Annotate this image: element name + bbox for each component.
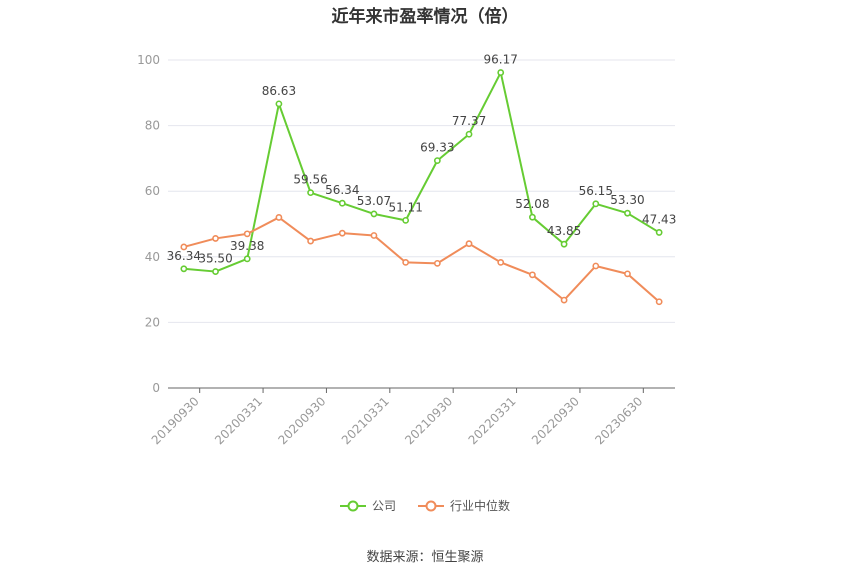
data-label-company: 35.50 <box>198 252 232 266</box>
y-tick-label: 60 <box>145 184 160 198</box>
data-label-company: 56.34 <box>325 183 359 197</box>
data-point-industry <box>338 229 346 237</box>
series-line-company <box>183 71 660 273</box>
x-tick-label: 20220331 <box>466 394 519 447</box>
data-source: 数据来源：恒生聚源 <box>366 550 484 565</box>
chart-title: 近年来市盈率情况（倍） <box>331 7 519 27</box>
data-label-company: 96.17 <box>484 53 518 67</box>
data-label-company: 53.07 <box>357 194 391 208</box>
data-point-company <box>560 240 568 248</box>
data-point-company <box>624 209 631 217</box>
data-point-company <box>402 216 410 224</box>
data-label-company: 47.43 <box>642 212 676 226</box>
data-point-industry <box>465 240 473 248</box>
data-point-company <box>465 130 473 138</box>
x-tick-label: 20200930 <box>275 394 328 447</box>
data-point-company <box>433 157 441 164</box>
data-point-industry <box>212 235 219 242</box>
data-point-industry <box>402 258 410 266</box>
data-label-company: 39.38 <box>230 239 264 253</box>
data-point-industry <box>275 214 283 221</box>
data-point-company <box>212 268 219 275</box>
data-label-company: 43.85 <box>547 224 581 238</box>
legend-item-company[interactable]: 公司 <box>339 497 396 514</box>
y-tick-label: 100 <box>137 53 160 67</box>
data-point-industry <box>560 296 568 304</box>
data-point-industry <box>497 258 505 266</box>
data-point-industry <box>307 237 314 245</box>
data-point-company <box>180 265 188 273</box>
data-point-industry <box>624 270 631 278</box>
data-point-industry <box>180 243 188 251</box>
y-tick-label: 40 <box>145 250 160 264</box>
data-point-industry <box>243 230 251 238</box>
data-point-industry <box>370 232 378 239</box>
data-label-company: 52.08 <box>515 197 549 211</box>
data-label-company: 36.34 <box>167 249 201 263</box>
x-tick-label: 20220930 <box>529 394 582 447</box>
legend-industry-marker <box>418 500 444 511</box>
x-tick-label: 20200331 <box>212 394 265 447</box>
data-label-company: 59.56 <box>293 173 327 187</box>
data-point-company <box>370 210 378 218</box>
x-tick-label: 20210331 <box>339 394 392 447</box>
legend-item-industry[interactable]: 行业中位数 <box>418 497 510 514</box>
data-point-company <box>592 200 600 208</box>
y-tick-label: 0 <box>152 381 160 395</box>
data-point-company <box>497 69 505 76</box>
y-tick-label: 80 <box>145 119 160 133</box>
legend-label-industry: 行业中位数 <box>450 499 511 513</box>
data-label-company: 53.30 <box>610 193 644 207</box>
data-point-company <box>243 255 251 263</box>
data-label-company: 69.33 <box>420 141 454 155</box>
legend-label-company: 公司 <box>371 499 396 513</box>
x-tick-label: 20230630 <box>592 394 645 447</box>
data-point-company <box>338 199 346 207</box>
data-label-company: 77.37 <box>452 114 486 128</box>
data-point-company <box>655 229 663 236</box>
series-line-industry <box>183 216 660 303</box>
data-label-company: 86.63 <box>262 84 296 98</box>
data-point-company <box>275 100 283 108</box>
legend-company-marker <box>339 500 366 511</box>
data-point-industry <box>592 262 600 270</box>
x-tick-label: 20190930 <box>149 394 202 447</box>
data-point-industry <box>655 298 663 306</box>
data-label-company: 51.11 <box>388 200 422 214</box>
data-point-company <box>307 189 314 197</box>
x-tick-label: 20210930 <box>402 394 455 447</box>
data-label-company: 56.15 <box>579 184 613 198</box>
y-tick-label: 20 <box>145 315 160 329</box>
data-point-industry <box>529 271 536 279</box>
data-point-company <box>529 213 536 221</box>
legend: 公司 行业中位数 <box>0 497 850 514</box>
data-point-industry <box>433 259 441 267</box>
